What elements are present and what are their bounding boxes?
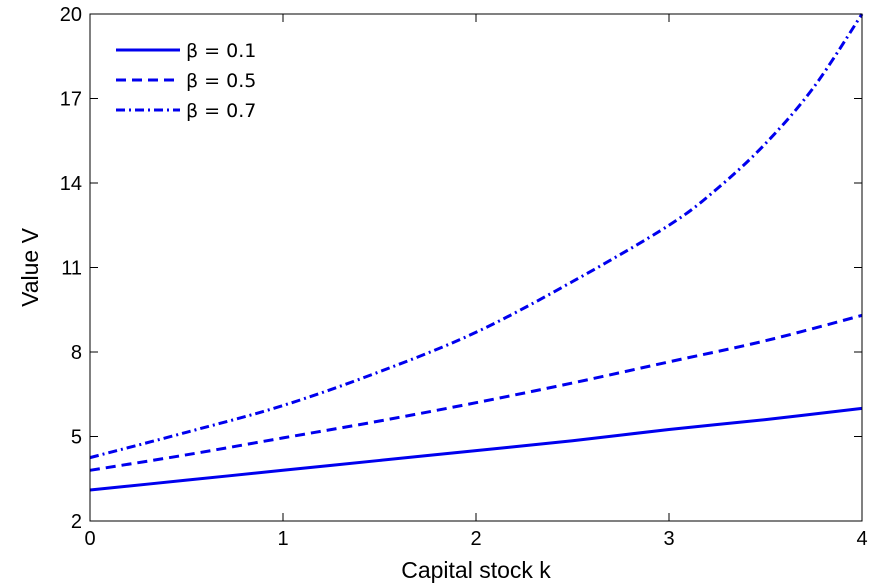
legend-label-2: β = 0.5	[186, 70, 256, 92]
y-tick-label: 11	[61, 258, 82, 280]
y-tick-label: 20	[60, 4, 82, 26]
series-line-3	[89, 13, 864, 460]
axes: 0 1 2 3 4 2 5 8 11 14 17 20	[60, 4, 868, 550]
plot-area	[89, 13, 864, 492]
x-tick-label: 1	[277, 528, 288, 550]
y-axis-label: Value V	[17, 227, 43, 307]
legend-label-1: β = 0.1	[186, 40, 256, 62]
x-tick-label: 2	[470, 528, 481, 550]
x-tick-label: 4	[856, 528, 867, 550]
series-line-1	[89, 406, 863, 492]
x-tick-label: 3	[663, 528, 674, 550]
y-tick-label: 14	[60, 173, 82, 195]
y-tick-label: 2	[71, 511, 82, 533]
y-tick-label: 5	[71, 427, 82, 449]
y-tick-label: 17	[60, 89, 82, 111]
y-tick-label: 8	[71, 342, 82, 364]
legend-label-3: β = 0.7	[186, 100, 256, 122]
x-tick-label: 0	[84, 528, 95, 550]
legend: β = 0.1 β = 0.5 β = 0.7	[116, 40, 256, 122]
x-axis-label: Capital stock k	[401, 557, 551, 583]
series-line-2	[89, 313, 863, 472]
